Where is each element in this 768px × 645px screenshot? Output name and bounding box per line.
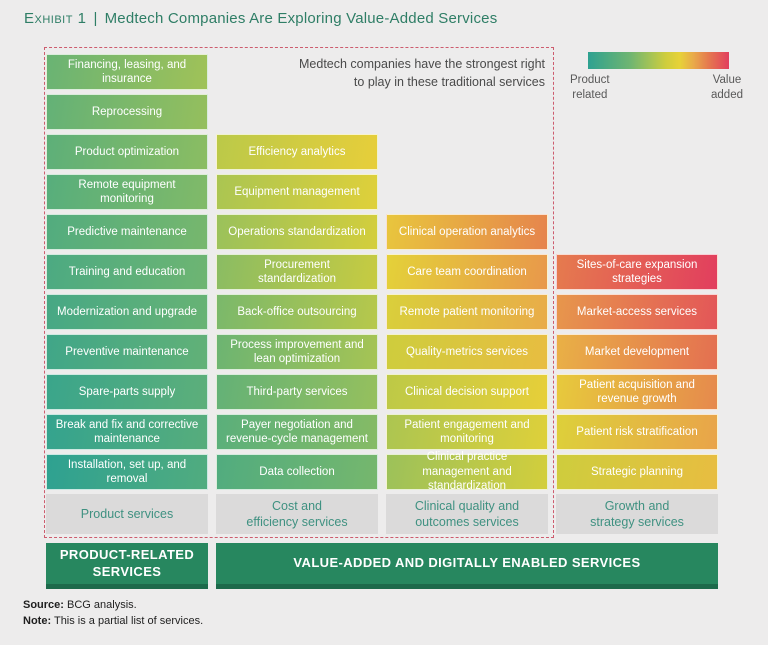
banner-product-related-services: PRODUCT-RELATED SERVICES [46,543,208,589]
traditional-services-outline [44,47,554,538]
service-cell: Data collection [216,454,378,490]
title-text: Medtech Companies Are Exploring Value-Ad… [104,10,498,27]
service-cell: Sites-of-care expansion strategies [556,254,718,290]
source-line: Source: BCG analysis. [23,599,137,611]
service-cell-label: Training and education [68,265,186,278]
service-cell-label: Modernization and upgrade [56,305,198,318]
annotation-text: Medtech companies have the strongest rig… [299,56,545,91]
service-cell-label: Payer negotiation and revenue-cycle mana… [226,418,368,445]
service-cell: Product optimization [46,134,208,170]
service-cell-label: Efficiency analytics [248,145,346,158]
service-cell-label: Care team coordination [407,265,527,278]
legend-label-product-related: Product related [570,74,610,101]
service-cell-label: Operations standardization [228,225,366,238]
service-cell-label: Equipment management [234,185,360,198]
service-cell: Remote equipment monitoring [46,174,208,210]
service-cell: Quality-metrics services [386,334,548,370]
service-cell-label: Remote patient monitoring [399,305,535,318]
service-cell-label: Predictive maintenance [67,225,187,238]
service-cell-label: Quality-metrics services [405,345,529,358]
service-cell: Efficiency analytics [216,134,378,170]
color-legend: Product related Value added [570,52,743,103]
category-label-clinical-quality-and-outcomes-services: Clinical quality and outcomes services [386,494,548,534]
category-label-product-services: Product services [46,494,208,534]
service-cell: Spare-parts supply [46,374,208,410]
service-cell-label: Installation, set up, and removal [67,458,187,485]
service-cell-label: Financing, leasing, and insurance [67,58,187,85]
service-cell: Market development [556,334,718,370]
service-cell: Operations standardization [216,214,378,250]
service-cell: Patient risk stratification [556,414,718,450]
service-cell: Procurement standardization [216,254,378,290]
service-cell: Installation, set up, and removal [46,454,208,490]
service-cell: Care team coordination [386,254,548,290]
service-cell: Third-party services [216,374,378,410]
service-cell-label: Clinical operation analytics [398,225,536,238]
service-cell-label: Patient acquisition and revenue growth [579,378,695,405]
service-cell: Market-access services [556,294,718,330]
service-cell: Clinical decision support [386,374,548,410]
service-cell-label: Spare-parts supply [78,385,176,398]
service-cell-label: Third-party services [246,385,348,398]
service-cell-label: Remote equipment monitoring [78,178,176,205]
service-cell-label: Data collection [259,465,335,478]
legend-label-value-added: Value added [711,74,743,101]
service-cell-label: Strategic planning [590,465,684,478]
service-cell-label: Back-office outsourcing [237,305,357,318]
title-separator: | [93,10,98,27]
service-cell: Reprocessing [46,94,208,130]
annotation-line-1: Medtech companies have the strongest rig… [299,57,545,71]
gradient-scale-bar [588,52,729,69]
service-cell: Equipment management [216,174,378,210]
service-cell: Patient acquisition and revenue growth [556,374,718,410]
service-cell: Financing, leasing, and insurance [46,54,208,90]
service-cell-label: Clinical practice management and standar… [422,451,512,493]
service-cell-label: Clinical decision support [404,385,529,398]
banner-value-added-services: VALUE-ADDED AND DIGITALLY ENABLED SERVIC… [216,543,718,589]
service-cell-label: Process improvement and lean optimizatio… [230,338,364,365]
service-cell: Payer negotiation and revenue-cycle mana… [216,414,378,450]
exhibit-number: Exhibit 1 [24,10,87,27]
service-cell-label: Preventive maintenance [65,345,189,358]
service-cell: Clinical practice management and standar… [386,451,548,492]
category-label-cost-and-efficiency-services: Cost and efficiency services [216,494,378,534]
service-cell-label: Reprocessing [91,105,163,118]
service-cell: Strategic planning [556,454,718,490]
footnotes: Source: BCG analysis. Note: This is a pa… [23,598,203,630]
service-cell-label: Patient risk stratification [576,425,698,438]
exhibit-title: Exhibit 1 | Medtech Companies Are Explorin… [24,10,497,27]
service-cell: Modernization and upgrade [46,294,208,330]
service-cell-label: Product optimization [74,145,180,158]
service-cell-label: Market-access services [576,305,698,318]
service-cell: Break and fix and corrective maintenance [46,414,208,450]
annotation-line-2: to play in these traditional services [353,74,545,89]
services-grid: Financing, leasing, and insurance Reproce… [46,54,718,534]
service-cell-label: Procurement standardization [258,258,336,285]
service-cell: Predictive maintenance [46,214,208,250]
service-cell-label: Sites-of-care expansion strategies [576,258,698,285]
category-label-growth-and-strategy-services: Growth and strategy services [556,494,718,534]
service-cell-label: Patient engagement and monitoring [404,418,530,445]
service-cell: Patient engagement and monitoring [386,414,548,450]
service-cell: Back-office outsourcing [216,294,378,330]
service-cell-label: Market development [584,345,690,358]
service-cell: Process improvement and lean optimizatio… [216,334,378,370]
service-cell: Preventive maintenance [46,334,208,370]
service-cell: Remote patient monitoring [386,294,548,330]
service-cell-label: Break and fix and corrective maintenance [55,418,199,445]
service-cell: Training and education [46,254,208,290]
note-line: Note: This is a partial list of services… [23,614,204,627]
service-cell: Clinical operation analytics [386,214,548,250]
